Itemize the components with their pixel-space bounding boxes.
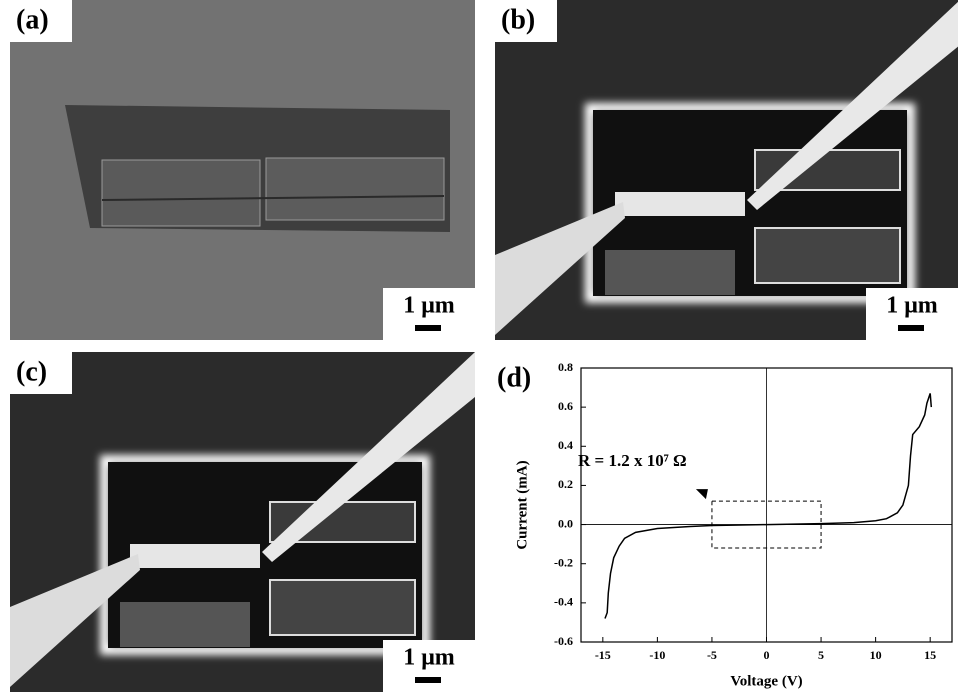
y-tick-label: -0.6	[554, 634, 573, 648]
arrow	[696, 489, 708, 499]
wire	[615, 192, 745, 216]
annotation: R = 1.2 x 10⁷ Ω	[578, 451, 687, 470]
sem-image: (c) 1 μm	[10, 352, 475, 692]
wire	[130, 544, 260, 568]
x-tick-label: 5	[818, 648, 824, 662]
scale-bar	[415, 325, 441, 331]
x-tick-label: 10	[870, 648, 882, 662]
block	[270, 580, 415, 635]
floor	[605, 250, 735, 295]
y-tick-label: 0.0	[558, 516, 573, 530]
sem-image: (a) 1 μm	[10, 0, 475, 340]
block	[102, 160, 260, 226]
scale-label: 1 μm	[403, 293, 455, 319]
y-tick-label: 0.8	[558, 360, 573, 374]
panel-label: (d)	[497, 362, 531, 393]
y-tick-label: -0.4	[554, 595, 573, 609]
sem-image: (b) 1 μm	[495, 0, 958, 340]
panel-label: (a)	[16, 4, 49, 35]
scale-bar	[898, 325, 924, 331]
block	[755, 228, 900, 283]
scale-label: 1 μm	[403, 645, 455, 671]
floor	[120, 602, 250, 647]
x-axis-title: Voltage (V)	[730, 673, 802, 689]
x-tick-label: -10	[649, 648, 665, 662]
x-tick-label: -5	[707, 648, 717, 662]
scale-label: 1 μm	[886, 293, 938, 319]
y-tick-label: -0.2	[554, 555, 573, 569]
block	[266, 158, 444, 220]
x-tick-label: 0	[764, 648, 770, 662]
x-tick-label: -15	[595, 648, 611, 662]
y-tick-label: 0.2	[558, 477, 573, 491]
figure: (a) 1 μm (b) 1 μm (c) 1 μm (d) -0.6 -0.4 -0.2 0.0 0…	[0, 0, 958, 692]
y-axis-title: Current (mA)	[514, 460, 530, 549]
panel-label: (c)	[16, 356, 47, 387]
iv-curve	[605, 393, 931, 618]
x-tick-label: 15	[924, 648, 936, 662]
panel-label: (b)	[501, 4, 535, 35]
scale-bar	[415, 677, 441, 683]
y-tick-label: 0.6	[558, 399, 573, 413]
y-tick-label: 0.4	[558, 438, 573, 452]
